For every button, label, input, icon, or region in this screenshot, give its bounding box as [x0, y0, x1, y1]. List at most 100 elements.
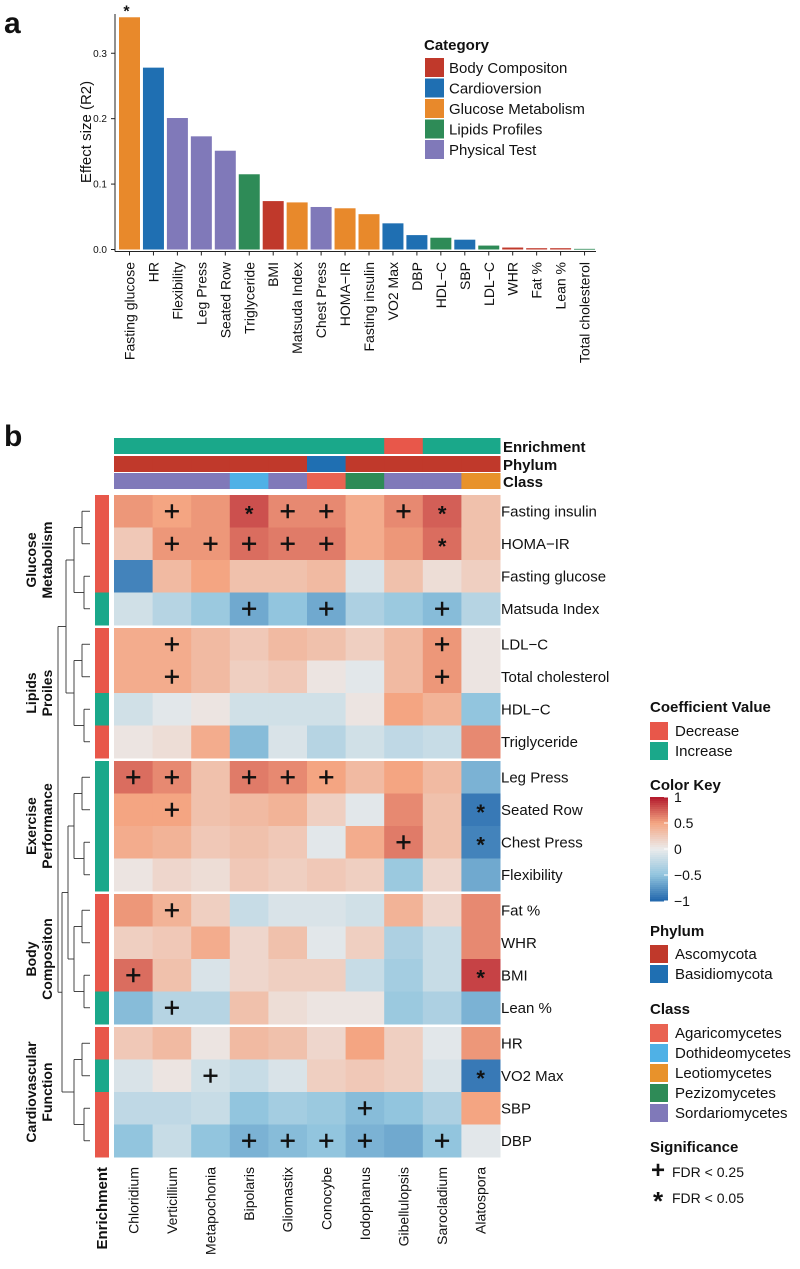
color-key-bin — [650, 813, 668, 816]
heatmap-cell-hdl-c-sarocladium — [422, 693, 462, 726]
heatmap-cell-bmi-gibellulopsis — [384, 959, 424, 992]
x-tick-label: HR — [145, 262, 161, 282]
heatmap-cell-seated-row-gibellulopsis — [384, 793, 424, 827]
significance-star: * — [245, 501, 254, 526]
heatmap-cell-flexibility-conocybe — [307, 858, 347, 892]
heatmap-cell-hdl-c-metapochonia — [191, 693, 231, 726]
heatmap-cell-hr-bipolaris — [229, 1027, 269, 1060]
coefficient-swatch-decrease — [650, 722, 668, 740]
color-key-bin — [650, 871, 668, 874]
color-key-bin — [650, 835, 668, 838]
column-annotation-label: Phylum — [503, 457, 557, 474]
heatmap-cell-fat-alatospora — [461, 894, 501, 927]
bar-ldl-c — [478, 245, 500, 250]
column-label-conocybe: Conocybe — [318, 1167, 334, 1230]
coefficient-legend-title: Coefficient Value — [650, 699, 771, 716]
heatmap-cell-flexibility-sarocladium — [422, 858, 462, 892]
heatmap-cell-flexibility-bipolaris — [229, 858, 269, 892]
heatmap-cell-chest-press-metapochonia — [191, 826, 231, 859]
column-annotation-class-gibellulopsis — [384, 473, 424, 489]
heatmap-cell-chest-press-iodophanus — [345, 826, 385, 859]
heatmap-cell-hr-alatospora — [461, 1027, 501, 1060]
legend-swatch-glucose-metabolism — [425, 99, 444, 118]
heatmap-cell-homa-ir-gibellulopsis — [384, 527, 424, 561]
row-label-flexibility: Flexibility — [501, 867, 563, 884]
heatmap-cell-dbp-verticillium — [152, 1124, 192, 1158]
heatmap-cell-triglyceride-alatospora — [461, 725, 501, 759]
bar-hr — [142, 67, 164, 250]
significance-star: * — [438, 501, 447, 526]
x-tick-label: Seated Row — [217, 261, 233, 338]
legend-swatch-cardioversion — [425, 78, 444, 98]
column-annotation-phylum-bipolaris — [229, 456, 269, 472]
heatmap-cell-total-cholesterol-iodophanus — [345, 660, 385, 694]
heatmap-cell-seated-row-metapochonia — [191, 793, 231, 827]
phylum-legend-label: Ascomycota — [675, 946, 757, 963]
bar-leg-press — [190, 136, 212, 250]
phylum-legend-title: Phylum — [650, 923, 704, 940]
heatmap-cell-fasting-glucose-metapochonia — [191, 560, 231, 593]
column-annotation-phylum-sarocladium — [422, 456, 462, 472]
heatmap-cell-sbp-bipolaris — [229, 1092, 269, 1125]
significance-star: * — [476, 1066, 485, 1091]
significance-star: * — [438, 534, 447, 559]
heatmap-cell-fat-bipolaris — [229, 894, 269, 927]
heatmap-cell-whr-conocybe — [307, 926, 347, 960]
bar-fat — [526, 248, 548, 250]
heatmap-cell-flexibility-verticillium — [152, 858, 192, 892]
significance-star: * — [476, 800, 485, 825]
heatmap-cell-whr-bipolaris — [229, 926, 269, 960]
row-group-label: Proiles — [39, 669, 55, 716]
bar-triglyceride — [238, 174, 260, 250]
heatmap-cell-fasting-insulin-chloridium — [114, 495, 154, 528]
color-key-bin — [650, 851, 668, 854]
heatmap-cell-fat-sarocladium — [422, 894, 462, 927]
row-label-whr: WHR — [501, 935, 537, 952]
legend-label: Lipids Profiles — [449, 122, 542, 139]
x-tick-label: Flexibility — [169, 262, 185, 320]
heatmap-cell-lean-metapochonia — [191, 991, 231, 1025]
heatmap-cell-flexibility-gibellulopsis — [384, 858, 424, 892]
heatmap-cell-hdl-c-iodophanus — [345, 693, 385, 726]
panel-b-label: b — [4, 420, 22, 453]
row-group-label: Body — [23, 941, 39, 976]
heatmap-cell-fasting-glucose-conocybe — [307, 560, 347, 593]
class-legend-title: Class — [650, 1001, 690, 1018]
column-annotation-phylum-gliomastix — [268, 456, 308, 472]
heatmap-cell-seated-row-alatospora — [461, 793, 501, 827]
column-annotation-class-sarocladium — [422, 473, 462, 489]
heatmap-cell-hdl-c-gibellulopsis — [384, 693, 424, 726]
class-swatch-agaricomycetes — [650, 1024, 668, 1042]
row-label-total-cholesterol: Total cholesterol — [501, 669, 609, 686]
heatmap-cell-seated-row-gliomastix — [268, 793, 308, 827]
column-annotation-phylum-conocybe — [307, 456, 347, 472]
heatmap-cell-triglyceride-bipolaris — [229, 725, 269, 759]
heatmap-cell-dbp-metapochonia — [191, 1124, 231, 1158]
bar-sbp — [454, 239, 476, 250]
heatmap-cell-hr-metapochonia — [191, 1027, 231, 1060]
row-enrichment-leg-press — [95, 761, 109, 794]
color-key-bin — [650, 895, 668, 898]
row-group-label: Performance — [39, 783, 55, 869]
x-tick-label: Matsuda Index — [289, 262, 305, 354]
row-label-ldl-c: LDL−C — [501, 636, 548, 653]
heatmap-cell-dbp-chloridium — [114, 1124, 154, 1158]
row-group-label: Cardiovascular — [23, 1041, 39, 1143]
phylum-legend-label: Basidiomycota — [675, 966, 773, 983]
column-annotation-class-bipolaris — [229, 473, 269, 489]
color-key-bin — [650, 869, 668, 872]
heatmap-cell-total-cholesterol-conocybe — [307, 660, 347, 694]
column-annotation-label: Enrichment — [503, 439, 586, 456]
class-legend-label: Agaricomycetes — [675, 1025, 782, 1042]
x-tick-label: Fat % — [529, 262, 545, 299]
heatmap-cell-fat-chloridium — [114, 894, 154, 927]
heatmap-cell-triglyceride-verticillium — [152, 725, 192, 759]
heatmap-cell-hdl-c-conocybe — [307, 693, 347, 726]
color-key-bin — [650, 875, 668, 878]
heatmap-cell-matsuda-index-metapochonia — [191, 592, 231, 626]
heatmap-cell-leg-press-sarocladium — [422, 761, 462, 794]
color-key-bin — [650, 809, 668, 812]
heatmap-cell-dbp-alatospora — [461, 1124, 501, 1158]
row-enrichment-total-cholesterol — [95, 660, 109, 694]
